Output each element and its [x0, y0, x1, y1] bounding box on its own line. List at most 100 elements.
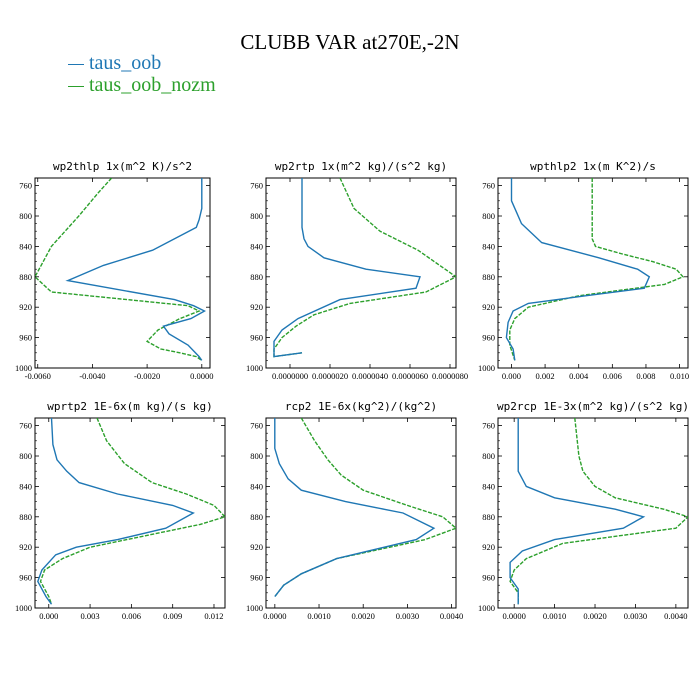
- x-tick-label: 0.0030: [396, 611, 419, 621]
- y-tick-label: 800: [482, 451, 495, 461]
- plot-frame: [497, 177, 689, 369]
- y-tick-label: 920: [19, 302, 32, 312]
- plot-frame: [34, 177, 211, 369]
- x-tick-label: -0.0020: [134, 371, 160, 381]
- y-tick-label: 800: [19, 451, 32, 461]
- x-tick-label: 0.000: [39, 611, 58, 621]
- y-tick-label: 920: [250, 302, 263, 312]
- legend-line-swatch: [68, 85, 84, 87]
- x-tick-label: 0.0020: [352, 611, 375, 621]
- y-tick-label: 920: [19, 542, 32, 552]
- panel-5: rcp2 1E-6x(kg^2)/(kg^2) 760 800 840 880 920 96…: [246, 400, 463, 621]
- y-tick-label: 960: [19, 573, 32, 583]
- y-tick-label: 840: [250, 241, 263, 251]
- series-line-taus-oob: [505, 178, 651, 361]
- series-line-taus-oob: [65, 178, 207, 361]
- panel-title: wp2rcp 1E-3x(m^2 kg)/(s^2 kg): [497, 400, 689, 413]
- x-tick-label: 0.012: [204, 611, 223, 621]
- y-tick-label: 880: [482, 272, 495, 282]
- y-tick-label: 1000: [478, 603, 495, 613]
- x-tick-label: 0.0020: [583, 611, 606, 621]
- series-line-taus-oob-nozm: [35, 178, 203, 361]
- y-tick-label: 960: [482, 333, 495, 343]
- legend-line-swatch: [68, 63, 84, 65]
- x-tick-label: 0.0000060: [392, 371, 428, 381]
- x-tick-label: 0.0010: [307, 611, 330, 621]
- y-tick-label: 1000: [246, 603, 263, 613]
- x-tick-label: 0.0040: [440, 611, 463, 621]
- legend-label: taus_oob: [89, 52, 162, 74]
- x-tick-label: 0.0000: [190, 371, 213, 381]
- series-line-taus-oob: [37, 418, 195, 605]
- y-tick-label: 960: [19, 333, 32, 343]
- series-line-taus-oob-nozm: [39, 418, 225, 605]
- y-tick-label: 840: [250, 481, 263, 491]
- x-tick-label: 0.006: [603, 371, 622, 381]
- legend-label: taus_oob_nozm: [89, 74, 216, 96]
- series-line-taus-oob: [274, 418, 436, 598]
- y-tick-label: 880: [250, 272, 263, 282]
- panel-title: wp2thlp 1x(m^2 K)/s^2: [53, 160, 192, 173]
- y-tick-label: 840: [482, 481, 495, 491]
- legend-entry-taus-oob: taus_oob: [68, 52, 161, 75]
- y-tick-label: 880: [250, 512, 263, 522]
- x-tick-label: 0.000: [502, 371, 521, 381]
- panel-6: wp2rcp 1E-3x(m^2 kg)/(s^2 kg)760 800 840 88…: [478, 400, 689, 621]
- plot-frame: [265, 417, 457, 609]
- x-tick-label: 0.003: [81, 611, 100, 621]
- x-tick-label: -0.0060: [25, 371, 51, 381]
- y-tick-label: 1000: [246, 363, 263, 373]
- series-line-taus-oob-nozm: [509, 418, 688, 605]
- y-tick-label: 800: [250, 451, 263, 461]
- y-tick-label: 960: [250, 333, 263, 343]
- y-tick-label: 760: [250, 421, 263, 431]
- y-tick-label: 880: [482, 512, 495, 522]
- y-tick-label: 920: [250, 542, 263, 552]
- x-tick-label: 0.0010: [543, 611, 566, 621]
- panel-title: wpthlp2 1x(m K^2)/s: [530, 160, 656, 173]
- x-tick-label: 0.004: [569, 371, 589, 381]
- y-tick-label: 760: [19, 421, 32, 431]
- y-tick-label: 1000: [15, 603, 32, 613]
- x-tick-label: 0.0000000: [272, 371, 308, 381]
- panel-3: wpthlp2 1x(m K^2)/s 760 800 840 880 920 960 100…: [478, 160, 689, 381]
- plot-frame: [34, 417, 226, 609]
- y-tick-label: 800: [482, 211, 495, 221]
- x-tick-label: 0.0030: [624, 611, 647, 621]
- y-tick-label: 760: [250, 181, 263, 191]
- x-tick-label: 0.002: [536, 371, 555, 381]
- x-tick-label: 0.0000020: [312, 371, 348, 381]
- x-tick-label: 0.0000: [502, 611, 525, 621]
- y-tick-label: 800: [19, 211, 32, 221]
- series-line-taus-oob: [509, 418, 646, 605]
- page-title: CLUBB VAR at270E,-2N: [240, 30, 460, 54]
- panel-1: wp2thlp 1x(m^2 K)/s^2 760 800 840 880 920 960 1…: [15, 160, 213, 381]
- y-tick-label: 960: [250, 573, 263, 583]
- plot-frame: [265, 177, 457, 369]
- panel-4: wprtp2 1E-6x(m kg)/(s kg) 760 800 840 880 920…: [15, 400, 226, 621]
- y-tick-label: 760: [482, 181, 495, 191]
- y-tick-label: 840: [19, 241, 32, 251]
- x-tick-label: 0.0000040: [352, 371, 388, 381]
- x-tick-label: 0.006: [122, 611, 141, 621]
- x-tick-label: 0.0000080: [432, 371, 468, 381]
- x-tick-label: 0.0000: [263, 611, 286, 621]
- y-tick-label: 1000: [478, 363, 495, 373]
- y-tick-label: 960: [482, 573, 495, 583]
- y-tick-label: 920: [482, 542, 495, 552]
- plot-frame: [497, 417, 689, 609]
- x-tick-label: -0.0040: [79, 371, 105, 381]
- panel-title: rcp2 1E-6x(kg^2)/(kg^2): [285, 400, 437, 413]
- y-tick-label: 840: [482, 241, 495, 251]
- panel-2: wp2rtp 1x(m^2 kg)/(s^2 kg) 760 800 840 880 92…: [246, 160, 468, 381]
- x-tick-label: 0.008: [636, 371, 655, 381]
- series-line-taus-oob-nozm: [274, 418, 456, 598]
- y-tick-label: 1000: [15, 363, 32, 373]
- panel-title: wp2rtp 1x(m^2 kg)/(s^2 kg): [275, 160, 447, 173]
- y-tick-label: 840: [19, 481, 32, 491]
- y-tick-label: 920: [482, 302, 495, 312]
- x-tick-label: 0.009: [163, 611, 182, 621]
- x-tick-label: 0.0040: [664, 611, 687, 621]
- legend-entry-taus-oob-nozm: taus_oob_nozm: [68, 74, 216, 97]
